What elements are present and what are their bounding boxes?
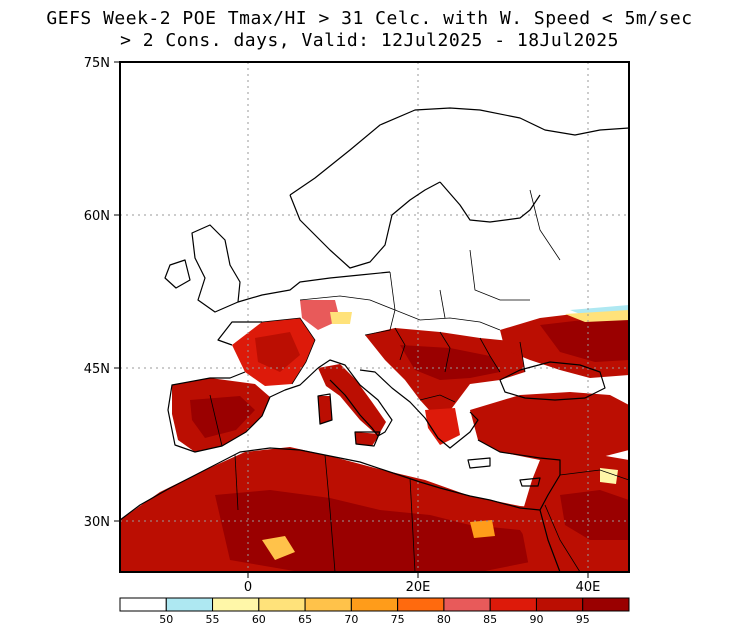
colorbar-swatch <box>535 597 584 612</box>
coastlines <box>120 107 629 572</box>
y-axis-tick-marks <box>114 61 120 522</box>
colorbar-swatch <box>582 597 630 612</box>
y-tick-label: 60N <box>84 209 110 224</box>
colorbar-label: 75 <box>391 613 405 626</box>
colorbar: 50 55 60 65 70 75 80 85 90 95 <box>119 597 630 626</box>
map-content <box>120 62 629 572</box>
colorbar-label: 50 <box>159 613 173 626</box>
colorbar-label: 60 <box>252 613 266 626</box>
colorbar-label: 70 <box>344 613 358 626</box>
colorbar-swatch <box>258 597 306 612</box>
colorbar-label: 90 <box>529 613 543 626</box>
x-axis-tick-marks <box>247 572 589 578</box>
colorbar-label: 80 <box>437 613 451 626</box>
x-tick-label: 0 <box>244 580 252 595</box>
map-title-line2: > 2 Cons. days, Valid: 12Jul2025 - 18Jul… <box>120 30 619 51</box>
x-tick-label: 20E <box>406 580 431 595</box>
map-title-line1: GEFS Week-2 POE Tmax/HI > 31 Celc. with … <box>46 8 693 29</box>
colorbar-label: 65 <box>298 613 312 626</box>
colorbar-swatch <box>212 597 260 612</box>
country-borders <box>209 189 629 572</box>
y-tick-label: 75N <box>84 56 110 71</box>
colorbar-label: 85 <box>483 613 497 626</box>
colorbar-label: 95 <box>576 613 590 626</box>
colorbar-label: 55 <box>206 613 220 626</box>
y-tick-label: 30N <box>84 515 110 530</box>
x-tick-label: 40E <box>576 580 601 595</box>
colorbar-swatch <box>397 597 445 612</box>
colorbar-swatch <box>489 597 537 612</box>
colorbar-swatch <box>443 597 491 612</box>
colorbar-swatch <box>165 597 214 612</box>
probability-shading <box>120 300 629 572</box>
map-frame <box>119 61 630 573</box>
colorbar-swatch <box>119 597 167 612</box>
y-tick-label: 45N <box>84 362 110 377</box>
gridlines <box>120 62 629 572</box>
colorbar-swatch <box>350 597 399 612</box>
colorbar-swatch <box>304 597 352 612</box>
